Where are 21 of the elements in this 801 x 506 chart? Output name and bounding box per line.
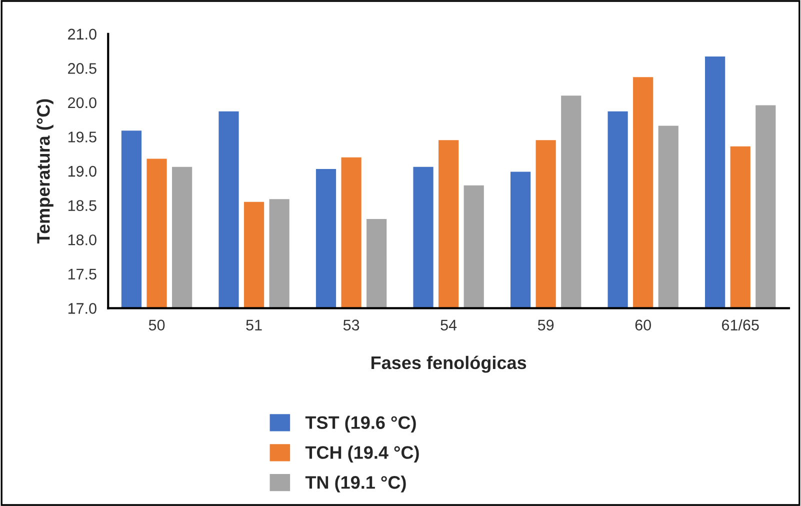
y-tick-label: 17.5	[68, 268, 96, 280]
legend-label: TCH (19.4 °C)	[305, 446, 419, 462]
x-tick-label: 54	[440, 320, 457, 330]
legend-label: TN (19.1 °C)	[305, 476, 406, 492]
y-tick-label: 17.0	[68, 303, 96, 314]
x-tick-label: 59	[538, 320, 554, 330]
y-tick-label: 20.0	[68, 97, 96, 108]
y-tick-label: 19.5	[68, 132, 96, 142]
y-tick-label: 20.5	[68, 63, 96, 74]
y-tick-label: 18.5	[68, 200, 96, 211]
x-tick-label: 61/65	[722, 319, 759, 330]
x-tick-label: 53	[343, 320, 360, 330]
y-axis-title: Temperatura (°C)	[36, 99, 54, 244]
y-tick-label: 18.0	[68, 234, 96, 246]
x-tick-label: 60	[635, 320, 651, 330]
x-tick-label: 50	[148, 320, 165, 330]
y-tick-label: 19.0	[68, 166, 96, 177]
x-tick-label: 51	[246, 320, 262, 330]
legend-label: TST (19.6 °C)	[305, 416, 416, 433]
x-axis-title: Fases fenológicas	[372, 356, 526, 373]
y-tick-label: 21.0	[68, 28, 96, 40]
